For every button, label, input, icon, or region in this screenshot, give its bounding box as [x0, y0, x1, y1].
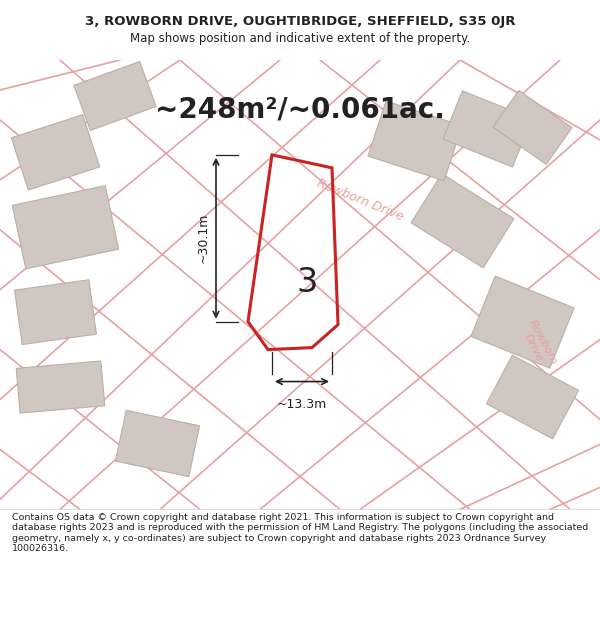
Polygon shape — [368, 101, 462, 181]
Text: 3: 3 — [296, 266, 317, 299]
Polygon shape — [443, 91, 532, 167]
Text: ~13.3m: ~13.3m — [277, 398, 327, 411]
Text: Map shows position and indicative extent of the property.: Map shows position and indicative extent… — [130, 32, 470, 45]
Polygon shape — [487, 355, 578, 439]
Text: Rowborn
Drive: Rowborn Drive — [517, 318, 559, 371]
Polygon shape — [12, 186, 119, 269]
Polygon shape — [14, 280, 97, 344]
Text: Contains OS data © Crown copyright and database right 2021. This information is : Contains OS data © Crown copyright and d… — [12, 513, 588, 553]
Polygon shape — [471, 276, 574, 368]
Text: Rowborn Drive: Rowborn Drive — [315, 176, 405, 223]
Text: ~30.1m: ~30.1m — [197, 213, 210, 264]
Text: ~248m²/~0.061ac.: ~248m²/~0.061ac. — [155, 96, 445, 124]
Polygon shape — [74, 61, 156, 131]
Text: 3, ROWBORN DRIVE, OUGHTIBRIDGE, SHEFFIELD, S35 0JR: 3, ROWBORN DRIVE, OUGHTIBRIDGE, SHEFFIEL… — [85, 15, 515, 28]
Polygon shape — [115, 410, 200, 477]
Polygon shape — [493, 91, 572, 164]
Polygon shape — [11, 114, 100, 190]
Polygon shape — [411, 174, 514, 268]
Polygon shape — [16, 361, 105, 413]
